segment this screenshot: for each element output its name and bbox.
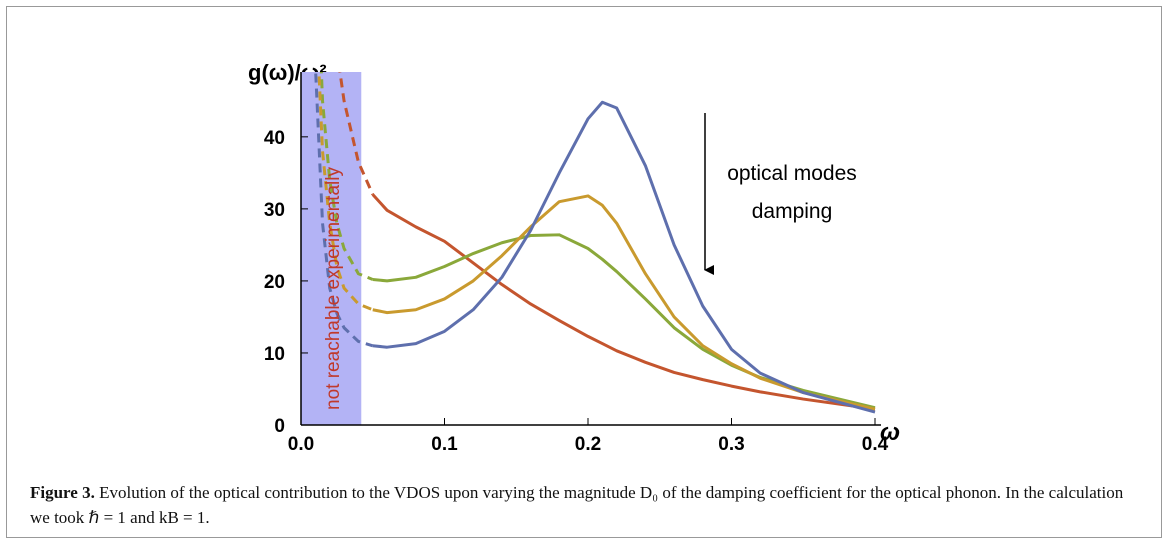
line — [371, 193, 876, 411]
caption-label: Figure 3. — [30, 483, 95, 502]
annotation: optical modes — [727, 162, 857, 185]
y-tick-label: 10 — [264, 344, 285, 365]
y-tick-label: 30 — [264, 200, 285, 221]
x-tick-label: 0.0 — [288, 434, 314, 455]
x-tick-label: 0.4 — [862, 434, 889, 455]
dashed-line — [319, 72, 374, 281]
line — [372, 194, 876, 411]
caption: Figure 3. Evolution of the optical contr… — [30, 480, 1140, 530]
region-label: not reachable experimentally — [323, 167, 344, 410]
plot-area — [314, 72, 876, 414]
x-axis-title: ω — [880, 419, 900, 446]
line — [372, 233, 876, 410]
y-tick-label: 40 — [264, 128, 285, 149]
dashed-line — [338, 72, 375, 196]
dashed-line — [317, 72, 374, 312]
y-tick-label: 0 — [274, 416, 285, 437]
x-tick-label: 0.1 — [431, 434, 458, 455]
line — [372, 100, 876, 414]
x-tick-label: 0.2 — [575, 434, 601, 455]
figure-frame — [6, 6, 1162, 538]
annotation: damping — [752, 200, 833, 223]
y-tick-label: 20 — [264, 272, 285, 293]
dashed-line — [314, 72, 374, 348]
x-tick-label: 0.3 — [718, 434, 744, 455]
caption-text: Evolution of the optical contribution to… — [30, 483, 1124, 527]
